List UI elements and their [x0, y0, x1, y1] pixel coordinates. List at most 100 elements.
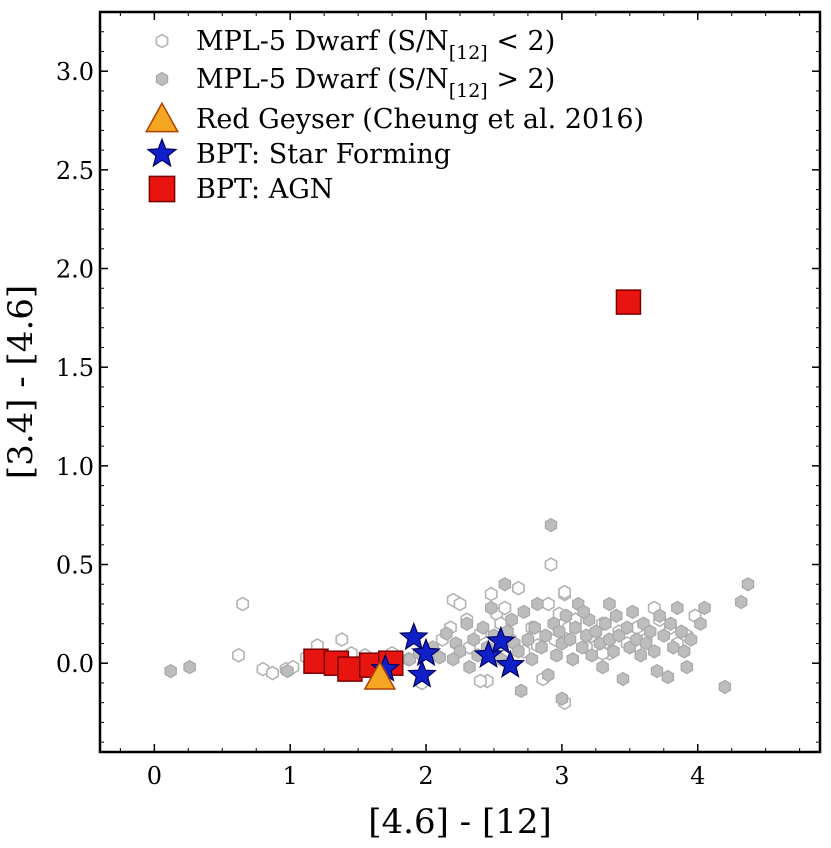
- dwarf-high-sn-point: [566, 652, 580, 667]
- dwarf-high-sn-point: [657, 628, 671, 643]
- dwarf-high-sn-point: [630, 632, 643, 647]
- legend-item-label: BPT: AGN: [196, 174, 333, 205]
- dwarf-low-sn-point: [473, 673, 487, 689]
- dwarf-high-sn-point: [485, 600, 498, 616]
- x-axis-label: [4.6] - [12]: [368, 802, 552, 842]
- y-tick-label: 2.5: [56, 157, 94, 185]
- x-tick-label: 3: [554, 762, 569, 790]
- dwarf-high-sn-point: [603, 596, 616, 612]
- dwarf-high-sn-point: [467, 632, 480, 647]
- star-forming-point: [473, 639, 504, 668]
- legend-label-text: MPL-5 Dwarf (S/N: [196, 26, 449, 57]
- dwarf-high-sn-point: [647, 644, 661, 659]
- dwarf-high-sn-point: [542, 667, 555, 683]
- y-tick-label: 1.5: [56, 354, 94, 382]
- dwarf-high-sn-point: [653, 608, 666, 623]
- dwarf-high-sn-point: [544, 517, 558, 533]
- dwarf-high-sn-point: [440, 626, 453, 641]
- legend-label-rest: > 2): [488, 64, 556, 95]
- legend-square-marker: [148, 175, 176, 203]
- dwarf-low-sn-point: [453, 596, 467, 612]
- x-tick-label: 2: [418, 762, 433, 790]
- legend-label-text: Red Geyser (Cheung et al. 2016): [196, 104, 644, 135]
- agn-point: [337, 656, 363, 682]
- legend-label-rest: < 2): [488, 26, 556, 57]
- x-tick-label: 1: [283, 762, 298, 790]
- dwarf-high-sn-point: [616, 671, 630, 687]
- star-forming-point: [495, 649, 526, 678]
- y-tick-label: 3.0: [56, 58, 94, 86]
- dwarf-high-sn-point: [460, 616, 473, 631]
- dwarf-high-sn-point: [535, 640, 548, 655]
- legend-item-label: BPT: Star Forming: [196, 139, 451, 170]
- dwarf-high-sn-point: [498, 577, 512, 592]
- dwarf-high-sn-point: [505, 612, 518, 627]
- dwarf-high-sn-point: [281, 663, 294, 679]
- red-geyser-series: [363, 660, 397, 690]
- dwarf-high-sn-series: [164, 517, 755, 706]
- dwarf-high-sn-point: [734, 594, 748, 610]
- dwarf-high-sn-point: [517, 604, 531, 620]
- legend-label-text: BPT: AGN: [196, 174, 333, 205]
- dwarf-high-sn-point: [620, 620, 634, 635]
- star-forming-point: [406, 659, 437, 688]
- dwarf-high-sn-point: [694, 616, 707, 631]
- dwarf-low-sn-point: [484, 586, 498, 602]
- legend-label-subscript: [12]: [449, 42, 488, 64]
- dwarf-high-sn-point: [552, 624, 566, 639]
- dwarf-high-sn-point: [599, 616, 612, 631]
- dwarf-high-sn-point: [514, 683, 528, 698]
- dwarf-high-sn-point: [476, 620, 490, 635]
- dwarf-low-sn-point: [335, 632, 349, 647]
- x-tick-label: 4: [690, 762, 705, 790]
- y-tick-label: 0.5: [56, 552, 94, 580]
- dwarf-low-sn-point: [558, 584, 572, 600]
- x-tick-label: 0: [147, 762, 162, 790]
- dwarf-high-sn-point: [528, 620, 541, 635]
- dwarf-low-sn-point: [544, 557, 558, 572]
- agn-point: [615, 289, 642, 315]
- dwarf-high-sn-point: [164, 663, 177, 679]
- dwarf-high-sn-point: [718, 679, 732, 695]
- dwarf-high-sn-point: [680, 659, 694, 675]
- dwarf-high-sn-point: [575, 640, 589, 655]
- dwarf-high-sn-point: [667, 640, 680, 655]
- dwarf-high-sn-point: [661, 669, 675, 685]
- dwarf-high-sn-point: [671, 600, 684, 616]
- y-axis-label: [3.4] - [4.6]: [1, 285, 41, 479]
- legend-triangle-marker: [144, 101, 180, 133]
- dwarf-high-sn-point: [664, 616, 677, 631]
- legend-item-label: MPL-5 Dwarf (S/N[12] > 2): [196, 64, 555, 102]
- dwarf-high-sn-point: [447, 652, 460, 667]
- y-tick-label: 2.0: [56, 256, 94, 284]
- dwarf-high-sn-point: [577, 604, 590, 620]
- dwarf-low-sn-point: [256, 661, 270, 677]
- legend-item-label: MPL-5 Dwarf (S/N[12] < 2): [196, 26, 555, 64]
- dwarf-low-sn-point: [498, 600, 512, 616]
- dwarf-high-sn-point: [634, 648, 647, 663]
- legend-item-label: Red Geyser (Cheung et al. 2016): [196, 104, 644, 135]
- dwarf-high-sn-point: [585, 648, 599, 663]
- dwarf-high-sn-point: [609, 608, 623, 623]
- dwarf-high-sn-point: [525, 652, 539, 667]
- legend: MPL-5 Dwarf (S/N[12] < 2)MPL-5 Dwarf (S/…: [144, 26, 644, 205]
- dwarf-low-sn-point: [266, 665, 280, 681]
- dwarf-high-sn-point: [550, 648, 563, 663]
- dwarf-high-sn-point: [183, 659, 196, 675]
- dwarf-low-sn-point: [511, 580, 525, 596]
- star-forming-point: [398, 621, 429, 651]
- legend-label-text: BPT: Star Forming: [196, 139, 451, 170]
- dwarf-high-sn-point: [569, 620, 582, 635]
- dwarf-high-sn-point: [512, 644, 525, 659]
- star-forming-series: [370, 621, 526, 688]
- red-geyser-point: [363, 660, 397, 690]
- dwarf-high-sn-point: [626, 604, 639, 620]
- star-forming-point: [411, 637, 442, 667]
- legend-label-text: MPL-5 Dwarf (S/N: [196, 64, 449, 95]
- star-forming-point: [485, 625, 516, 655]
- dwarf-high-sn-point: [539, 628, 552, 643]
- dwarf-high-sn-point: [684, 632, 698, 647]
- legend-hexagon-open-marker: [155, 33, 169, 49]
- dwarf-high-sn-point: [643, 624, 657, 639]
